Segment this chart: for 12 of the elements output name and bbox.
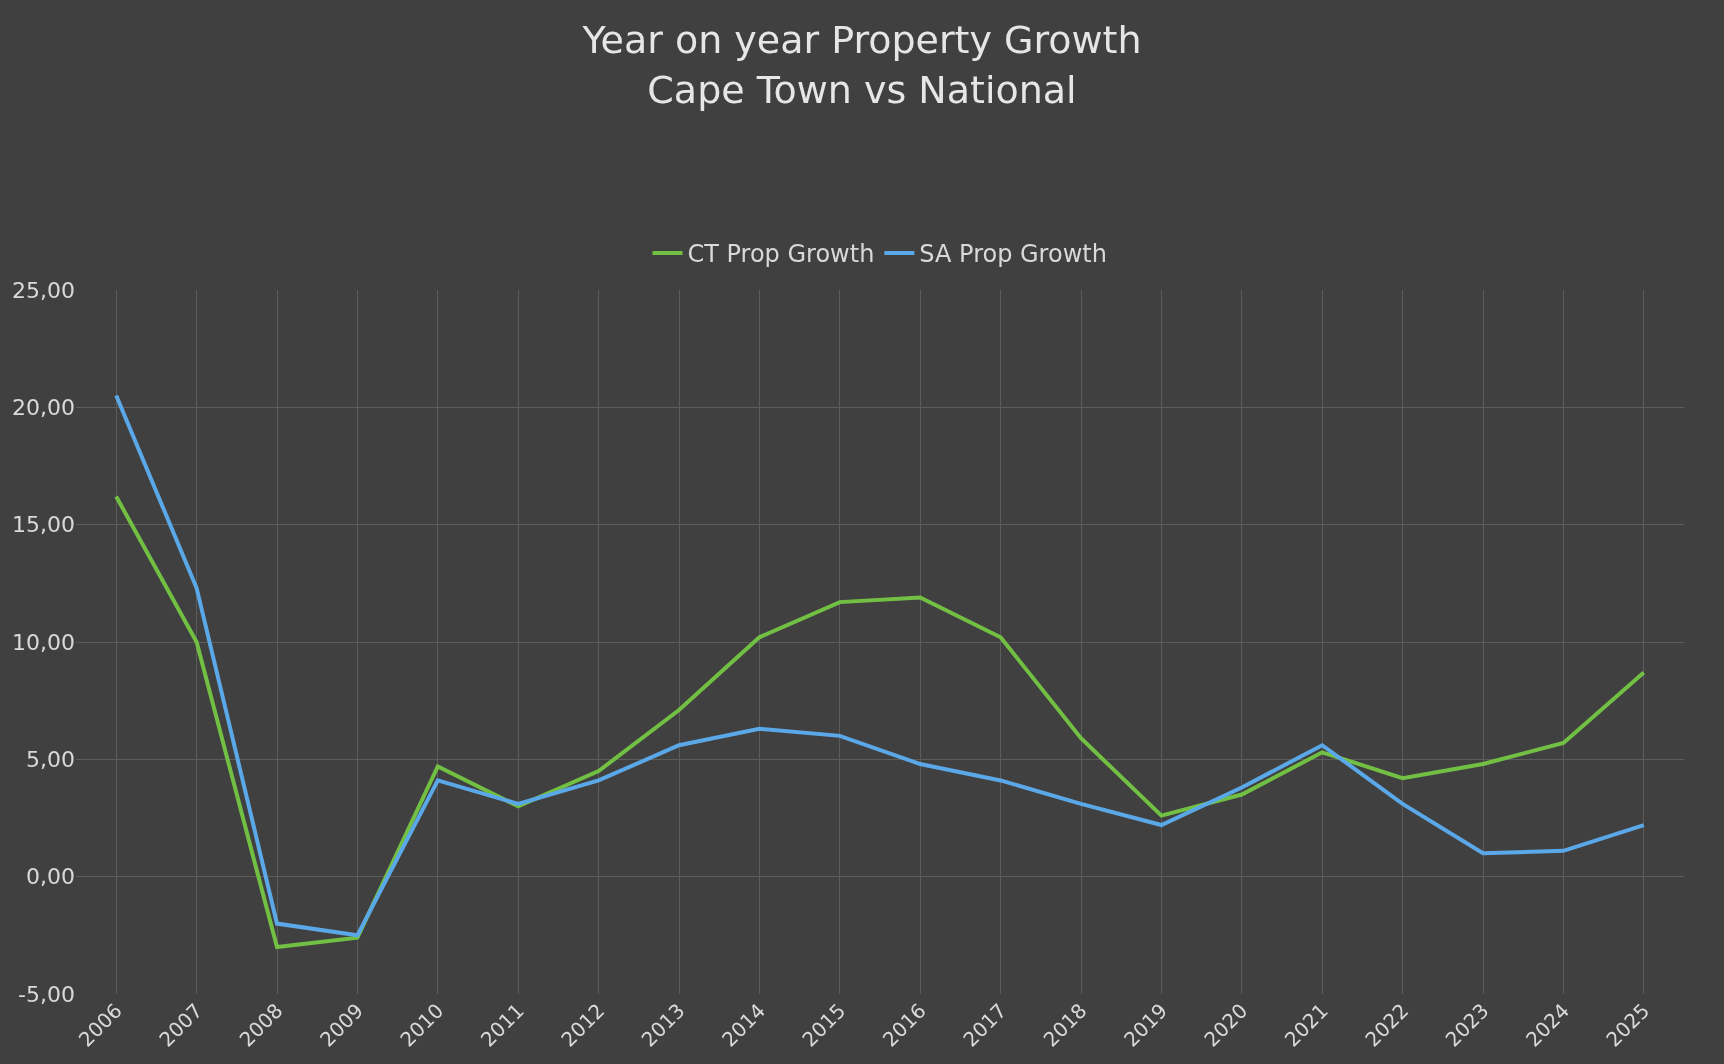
legend-label: SA Prop Growth [919,240,1107,269]
y-tick-label: 0,00 [26,864,75,890]
line-series [114,393,1646,938]
y-tick-label: 15,00 [12,512,75,538]
y-tick-label: 25,00 [12,277,75,303]
line-series [114,494,1646,950]
y-tick-label: 5,00 [26,747,75,773]
y-tick-label: 20,00 [12,395,75,421]
y-tick-label: 10,00 [12,629,75,655]
y-tick-label: -5,00 [18,981,75,1007]
chart-title: Year on year Property Growth Cape Town vs National [581,18,1142,112]
legend-label: CT Prop Growth [687,240,875,269]
